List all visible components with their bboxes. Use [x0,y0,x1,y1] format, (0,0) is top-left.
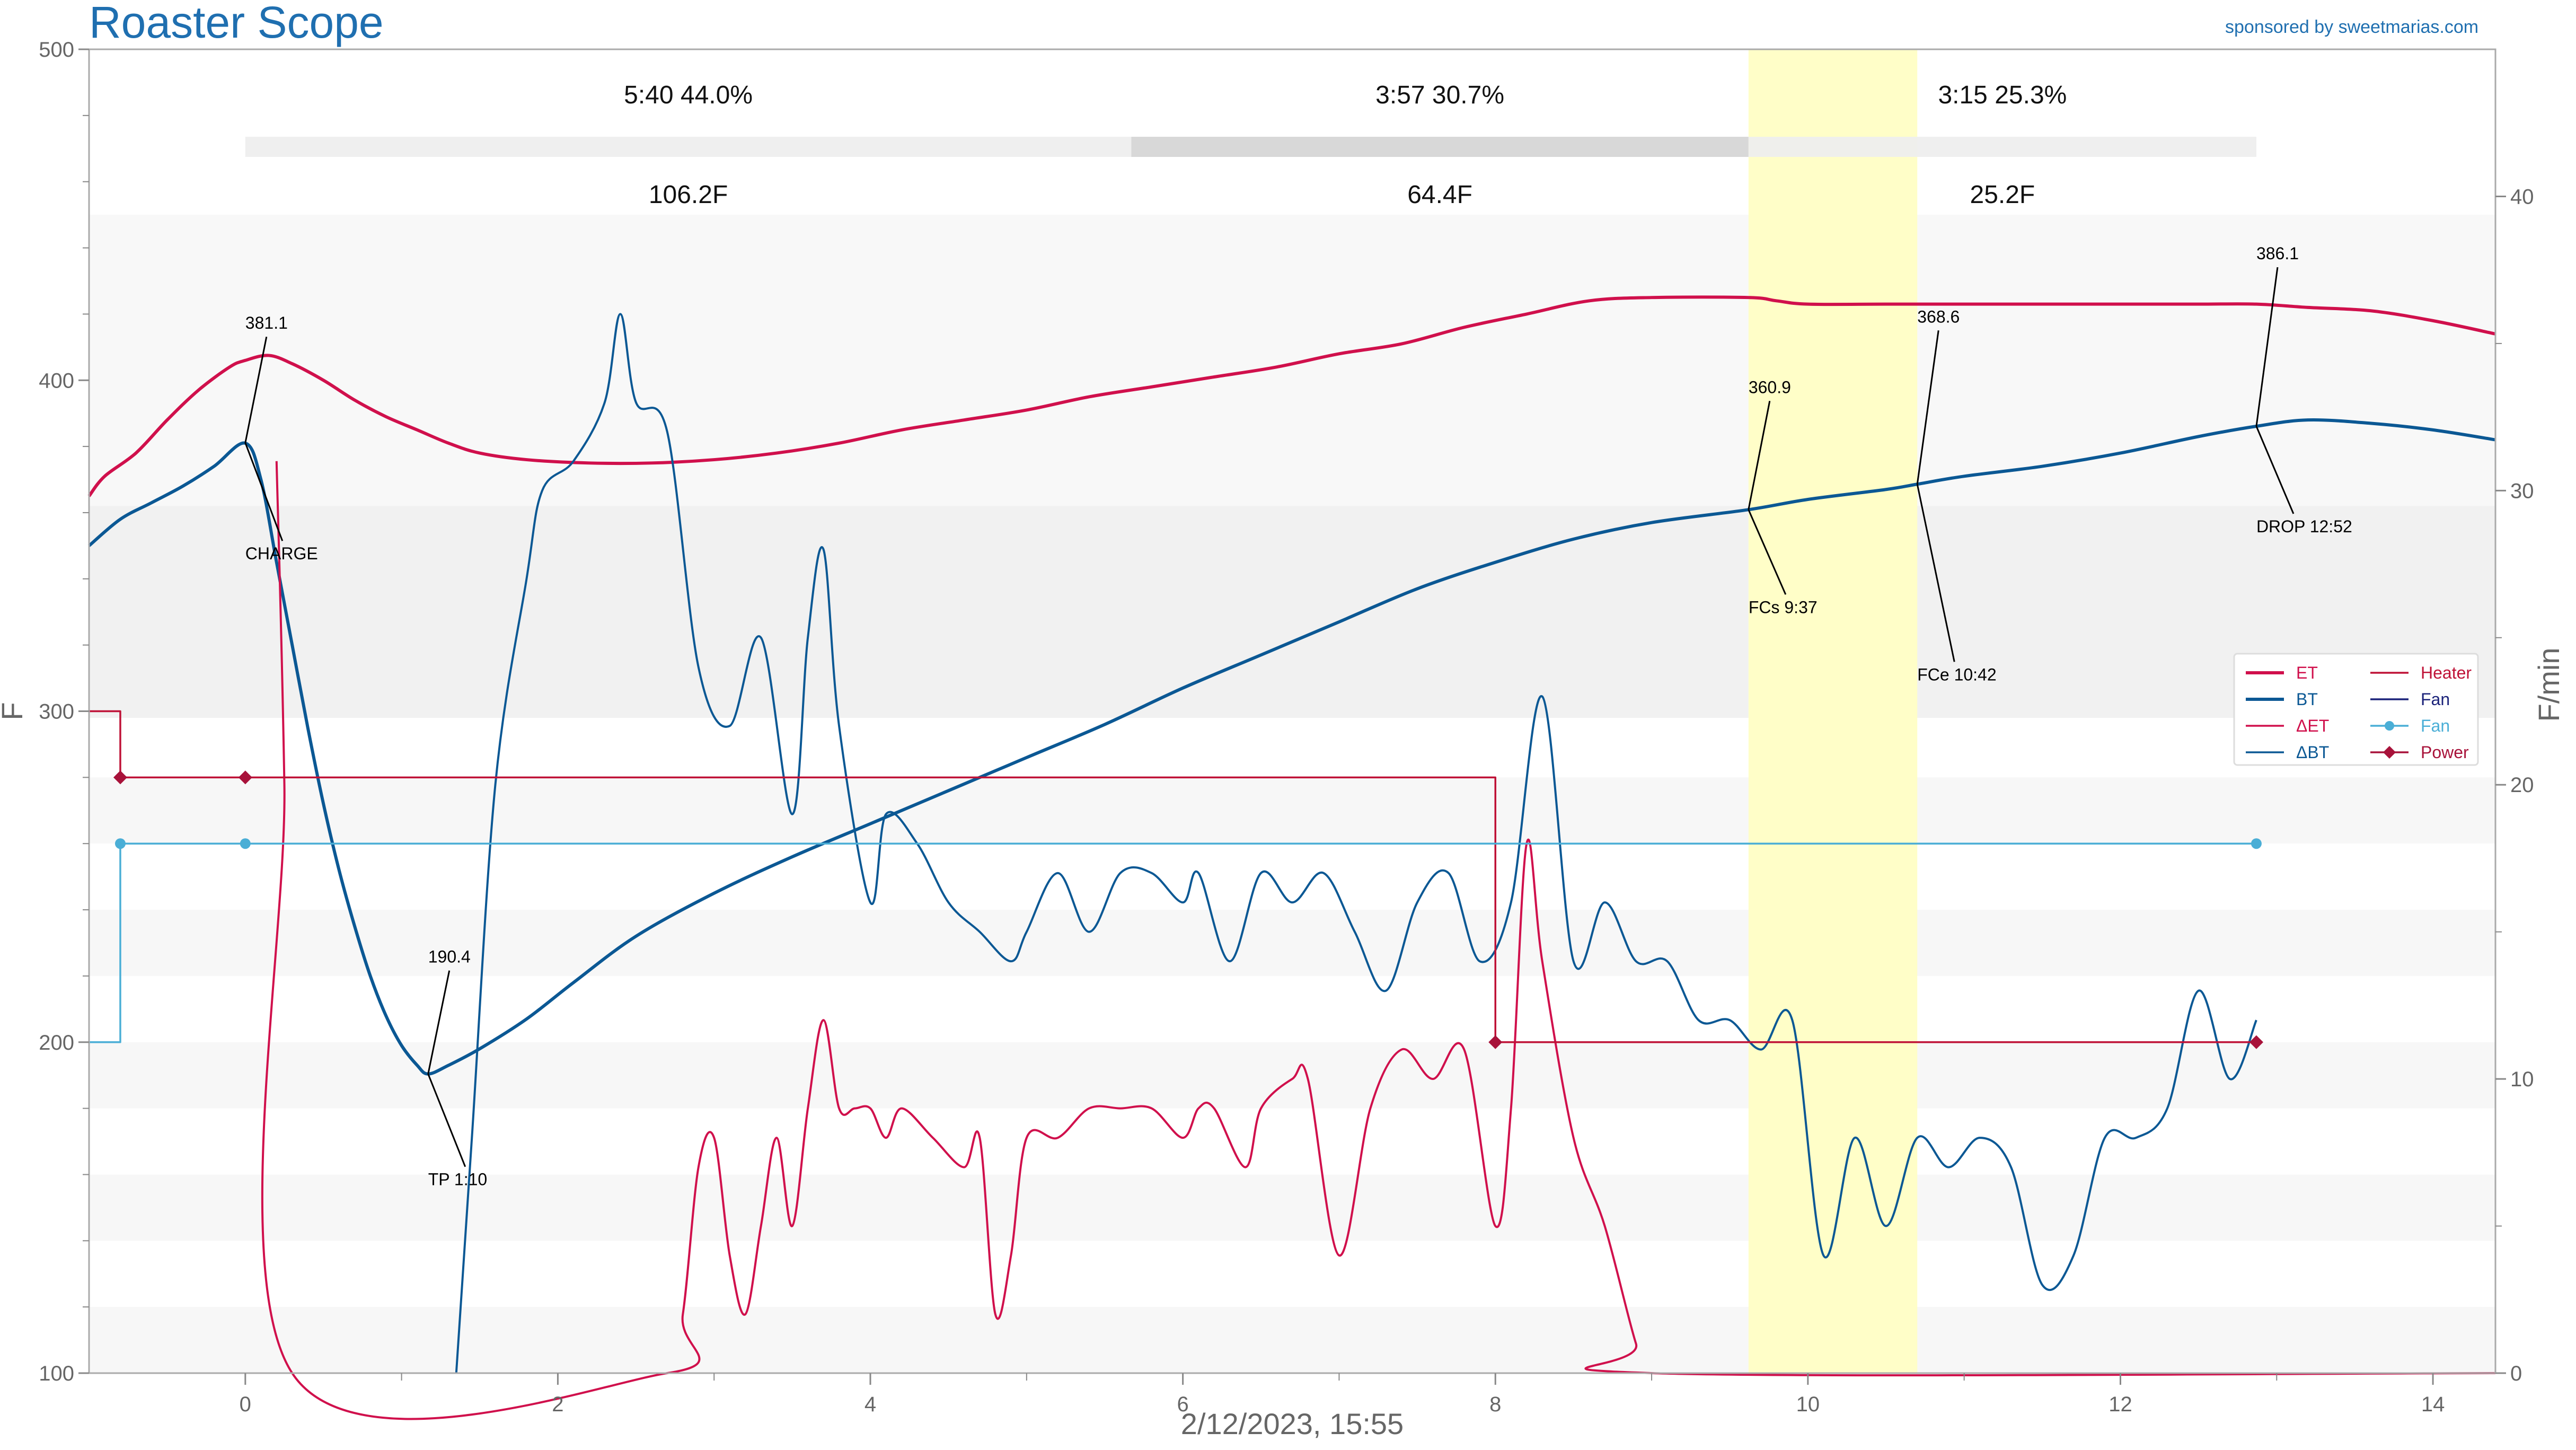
fan-line [89,842,2256,1043]
legend-marker [2385,721,2394,731]
y-right-tick-label: 10 [2510,1068,2534,1091]
x-tick-label: 8 [1489,1393,1501,1416]
annotation-label: DROP 12:52 [2256,517,2352,536]
fan-marker [114,838,126,849]
power-marker [2249,1035,2263,1049]
app-title: Roaster Scope [89,0,384,47]
power-marker [1488,1035,1503,1049]
x-tick-label: 0 [240,1393,251,1416]
background-band [89,1307,2495,1373]
y-tick-label: 100 [39,1362,74,1385]
phase-segment [1131,137,1749,157]
x-tick-label: 14 [2421,1393,2445,1416]
legend-label: ET [2296,663,2318,682]
legend-label: BT [2296,690,2318,709]
background-band [89,777,2495,844]
annotation-leader [244,336,268,443]
legend-label: ΔBT [2296,743,2329,762]
et-line [87,295,2496,497]
phase-delta-label: 64.4F [1407,181,1472,209]
x-tick-label: 6 [1177,1393,1189,1416]
y-tick-label: 200 [39,1031,74,1054]
x-tick-label: 4 [864,1393,876,1416]
background-band [89,215,2495,381]
background-band [89,506,2495,718]
event-annotations: 381.1 CHARGE 190.4 TP 1:10 360.9 FCs 9:37 368.… [244,244,2352,1189]
axes: 0 2 4 6 8 10 12 14 100 200 300 400 500 0 10 20 30 40 [39,38,2534,1416]
y-tick-label: 300 [39,700,74,724]
background-band [89,910,2495,976]
annotation-leader [2255,267,2279,427]
fan-marker [240,838,251,849]
delta-et-line [261,461,2496,1420]
phase-bar [245,137,2256,157]
legend-marker [2383,746,2396,759]
y-right-tick-label: 30 [2510,479,2534,503]
y-right-tick-label: 0 [2510,1362,2522,1385]
annotation-leader [1916,484,1955,662]
background-band [89,1174,2495,1241]
y-tick-label: 500 [39,38,74,61]
fan-marker [2251,838,2262,849]
annotation-value: 190.4 [428,947,471,966]
legend-label: Fan [2421,690,2450,709]
power-marker [238,770,252,785]
annotation-label: FCe 10:42 [1917,665,1996,684]
y-right-tick-label: 20 [2510,774,2534,797]
phase-labels: 5:40 44.0% 106.2F 3:57 30.7% 64.4F 3:15 25.3… [624,81,2067,209]
phase-segment [245,137,1132,157]
phase-delta-label: 106.2F [649,181,728,209]
phase-segment [1748,137,2256,157]
background-band [89,380,2495,506]
phase-time-label: 3:15 25.3% [1938,81,2067,109]
annotation-value: 368.6 [1917,307,1960,326]
annotation-label: CHARGE [245,544,318,563]
legend-box [2233,653,2479,766]
phase-delta-label: 25.2F [1970,181,2035,209]
y-right-tick-label: 40 [2510,185,2534,208]
legend-label: ΔET [2296,716,2329,735]
y-axis-right-label: F/min [2532,648,2565,722]
x-tick-label: 12 [2109,1393,2132,1416]
heater-line [89,710,2256,1043]
annotation-value: 360.9 [1749,377,1791,397]
y-axis-label: F [0,702,29,720]
delta-bt-line [455,313,2257,1374]
annotation-leader [1916,330,1939,485]
legend: ET BT ΔET ΔBT Heater Fan Fan Power [2233,653,2479,766]
background-band [89,1042,2495,1109]
first-crack-band [1748,49,1918,1373]
background-bands [89,215,2495,1373]
phase-time-label: 5:40 44.0% [624,81,753,109]
x-axis-label: 2/12/2023, 15:55 [1181,1407,1404,1440]
annotation-leader [1748,509,1787,595]
power-marker [113,770,127,785]
sponsor-link[interactable]: sponsored by sweetmarias.com [2225,17,2479,37]
annotation-leader [427,970,451,1074]
annotation-leader [2255,426,2295,514]
annotation-label: TP 1:10 [428,1170,487,1189]
annotation-value: 386.1 [2256,244,2299,263]
annotation-label: FCs 9:37 [1749,597,1818,617]
y-tick-label: 400 [39,369,74,392]
legend-label: Power [2421,743,2469,762]
series-layer [87,295,2496,1420]
legend-label: Heater [2421,663,2472,682]
legend-label: Fan [2421,716,2450,735]
x-tick-label: 10 [1796,1393,1820,1416]
annotation-leader [244,442,284,541]
x-tick-label: 2 [552,1393,563,1416]
phase-time-label: 3:57 30.7% [1375,81,1504,109]
annotation-leader [1748,401,1771,510]
annotation-leader [427,1074,466,1167]
annotation-value: 381.1 [245,313,288,332]
